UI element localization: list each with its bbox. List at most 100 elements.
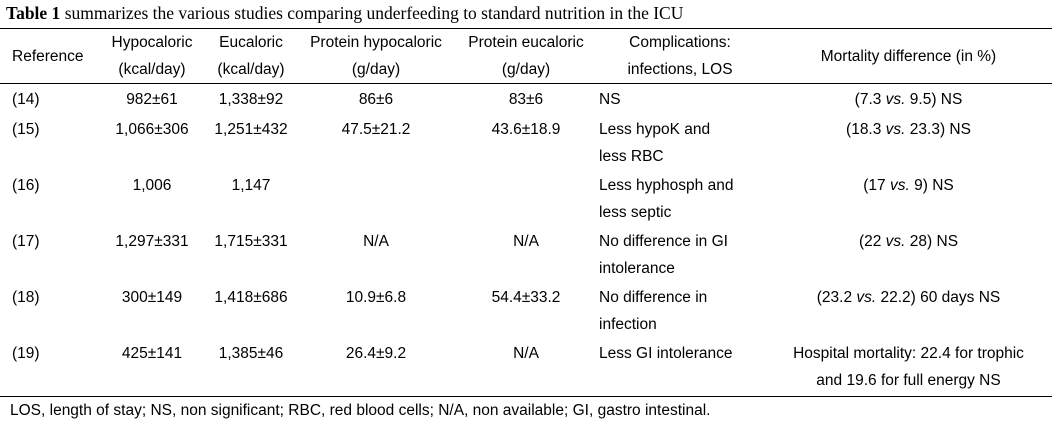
cell-complications: Less hypoK and less RBC xyxy=(595,116,765,172)
table-row: (18) 300±149 1,418±686 10.9±6.8 54.4±33.… xyxy=(0,284,1052,340)
table-row: (16) 1,006 1,147 Less hyphosph and less … xyxy=(0,172,1052,228)
cell-mortality-pre: (7.3 xyxy=(854,91,886,108)
header-rule xyxy=(0,83,1052,84)
cell-mortality-pre: (22 xyxy=(858,233,886,250)
header-protein-hypocaloric-unit: (g/day) xyxy=(351,61,401,78)
cell-mortality-vs: vs. xyxy=(885,121,906,138)
cell-hypocaloric: 1,066±306 xyxy=(115,121,189,138)
header-eucaloric-unit: (kcal/day) xyxy=(217,61,285,78)
cell-mortality-line1: Hospital mortality: 22.4 for trophic xyxy=(793,345,1024,362)
header-protein-hypocaloric-label: Protein hypocaloric xyxy=(310,34,442,51)
cell-mortality-post: 9.5) NS xyxy=(905,91,963,108)
cell-protein-eucaloric xyxy=(457,172,595,228)
cell-mortality-vs: vs. xyxy=(856,289,877,306)
cell-complications-line2: less septic xyxy=(599,204,672,221)
table-header-row: Reference Hypocaloric (kcal/day) Eucalor… xyxy=(0,29,1052,83)
cell-protein-eucaloric: 54.4±33.2 xyxy=(491,289,561,306)
header-hypocaloric: Hypocaloric (kcal/day) xyxy=(97,29,207,83)
cell-protein-hypocaloric: 26.4±9.2 xyxy=(345,345,407,362)
header-mortality-label: Mortality difference (in %) xyxy=(820,47,997,65)
cell-protein-hypocaloric xyxy=(295,172,457,228)
table-row: (17) 1,297±331 1,715±331 N/A N/A No diff… xyxy=(0,228,1052,284)
cell-complications-line1: NS xyxy=(599,91,621,108)
header-protein-hypocaloric: Protein hypocaloric (g/day) xyxy=(295,29,457,83)
header-hypocaloric-label: Hypocaloric xyxy=(111,34,193,51)
cell-reference: (19) xyxy=(12,345,40,362)
header-protein-eucaloric-unit: (g/day) xyxy=(501,61,551,78)
cell-mortality-post: 9) NS xyxy=(909,177,954,194)
cell-protein-eucaloric: N/A xyxy=(513,345,539,362)
cell-complications: Less hyphosph and less septic xyxy=(595,172,765,228)
cell-protein-hypocaloric: 47.5±21.2 xyxy=(341,121,411,138)
cell-complications: No difference in GI intolerance xyxy=(595,228,765,284)
table-row: (14) 982±61 1,338±92 86±6 83±6 NS (7.3 v… xyxy=(0,83,1052,116)
top-rule xyxy=(0,28,1052,29)
cell-complications-line1: No difference in xyxy=(599,289,708,306)
cell-mortality-post: 28) NS xyxy=(905,233,959,250)
cell-complications-line1: Less GI intolerance xyxy=(599,345,733,362)
cell-mortality: (18.3 vs. 23.3) NS xyxy=(765,116,1052,172)
cell-protein-hypocaloric: N/A xyxy=(363,233,389,250)
cell-mortality: (22 vs. 28) NS xyxy=(765,228,1052,284)
cell-complications-line1: No difference in GI xyxy=(599,233,728,250)
cell-protein-eucaloric: 83±6 xyxy=(508,91,544,108)
cell-mortality-pre: (17 xyxy=(863,177,890,194)
cell-complications: No difference in infection xyxy=(595,284,765,340)
header-eucaloric-label: Eucaloric xyxy=(219,34,283,51)
cell-eucaloric: 1,338±92 xyxy=(218,91,284,108)
cell-reference: (17) xyxy=(12,233,40,250)
header-complications-label: Complications: xyxy=(629,34,731,51)
cell-complications-line2: infection xyxy=(599,316,657,333)
cell-complications: Less GI intolerance xyxy=(595,340,765,396)
header-reference-label: Reference xyxy=(12,47,84,65)
cell-mortality-vs: vs. xyxy=(889,177,910,194)
header-protein-eucaloric: Protein eucaloric (g/day) xyxy=(457,29,595,83)
cell-reference: (15) xyxy=(12,121,40,138)
cell-mortality: Hospital mortality: 22.4 for trophic and… xyxy=(765,340,1052,396)
cell-eucaloric: 1,147 xyxy=(231,177,271,194)
cell-complications-line1: Less hyphosph and xyxy=(599,177,734,194)
cell-mortality-post: 22.2) 60 days NS xyxy=(876,289,1001,306)
header-reference: Reference xyxy=(0,29,97,83)
cell-protein-hypocaloric: 10.9±6.8 xyxy=(345,289,407,306)
cell-complications-line2: less RBC xyxy=(599,148,664,165)
cell-complications-line1: Less hypoK and xyxy=(599,121,711,138)
table-caption-label: Table 1 xyxy=(6,3,61,23)
header-complications-sub: infections, LOS xyxy=(627,61,733,78)
cell-reference: (14) xyxy=(12,91,40,108)
cell-eucaloric: 1,715±331 xyxy=(214,233,288,250)
cell-hypocaloric: 1,006 xyxy=(132,177,172,194)
table-row: (19) 425±141 1,385±46 26.4±9.2 N/A Less … xyxy=(0,340,1052,396)
cell-eucaloric: 1,251±432 xyxy=(214,121,288,138)
table-caption: Table 1 summarizes the various studies c… xyxy=(6,2,1046,24)
header-protein-eucaloric-label: Protein eucaloric xyxy=(468,34,584,51)
cell-mortality-vs: vs. xyxy=(885,91,906,108)
cell-protein-hypocaloric: 86±6 xyxy=(358,91,394,108)
cell-mortality-pre: (23.2 xyxy=(816,289,857,306)
cell-hypocaloric: 1,297±331 xyxy=(115,233,189,250)
header-mortality: Mortality difference (in %) xyxy=(765,29,1052,83)
cell-mortality-post: 23.3) NS xyxy=(905,121,971,138)
bottom-rule xyxy=(0,396,1052,397)
cell-hypocaloric: 300±149 xyxy=(121,289,183,306)
cell-eucaloric: 1,385±46 xyxy=(218,345,284,362)
cell-mortality-vs: vs. xyxy=(885,233,906,250)
cell-mortality-pre: (18.3 xyxy=(846,121,886,138)
cell-mortality-line2: and 19.6 for full energy NS xyxy=(816,372,1001,389)
cell-complications-line2: intolerance xyxy=(599,260,675,277)
header-complications: Complications: infections, LOS xyxy=(595,29,765,83)
cell-mortality: (23.2 vs. 22.2) 60 days NS xyxy=(765,284,1052,340)
cell-mortality: (7.3 vs. 9.5) NS xyxy=(765,83,1052,116)
table-footnote: LOS, length of stay; NS, non significant… xyxy=(10,402,711,419)
cell-hypocaloric: 425±141 xyxy=(121,345,183,362)
header-hypocaloric-unit: (kcal/day) xyxy=(118,61,186,78)
cell-mortality: (17 vs. 9) NS xyxy=(765,172,1052,228)
table-caption-text: summarizes the various studies comparing… xyxy=(60,3,684,23)
cell-complications: NS xyxy=(595,83,765,116)
table-row: (15) 1,066±306 1,251±432 47.5±21.2 43.6±… xyxy=(0,116,1052,172)
cell-reference: (18) xyxy=(12,289,40,306)
cell-protein-eucaloric: 43.6±18.9 xyxy=(491,121,561,138)
cell-reference: (16) xyxy=(12,177,40,194)
cell-protein-eucaloric: N/A xyxy=(513,233,539,250)
cell-hypocaloric: 982±61 xyxy=(126,91,178,108)
